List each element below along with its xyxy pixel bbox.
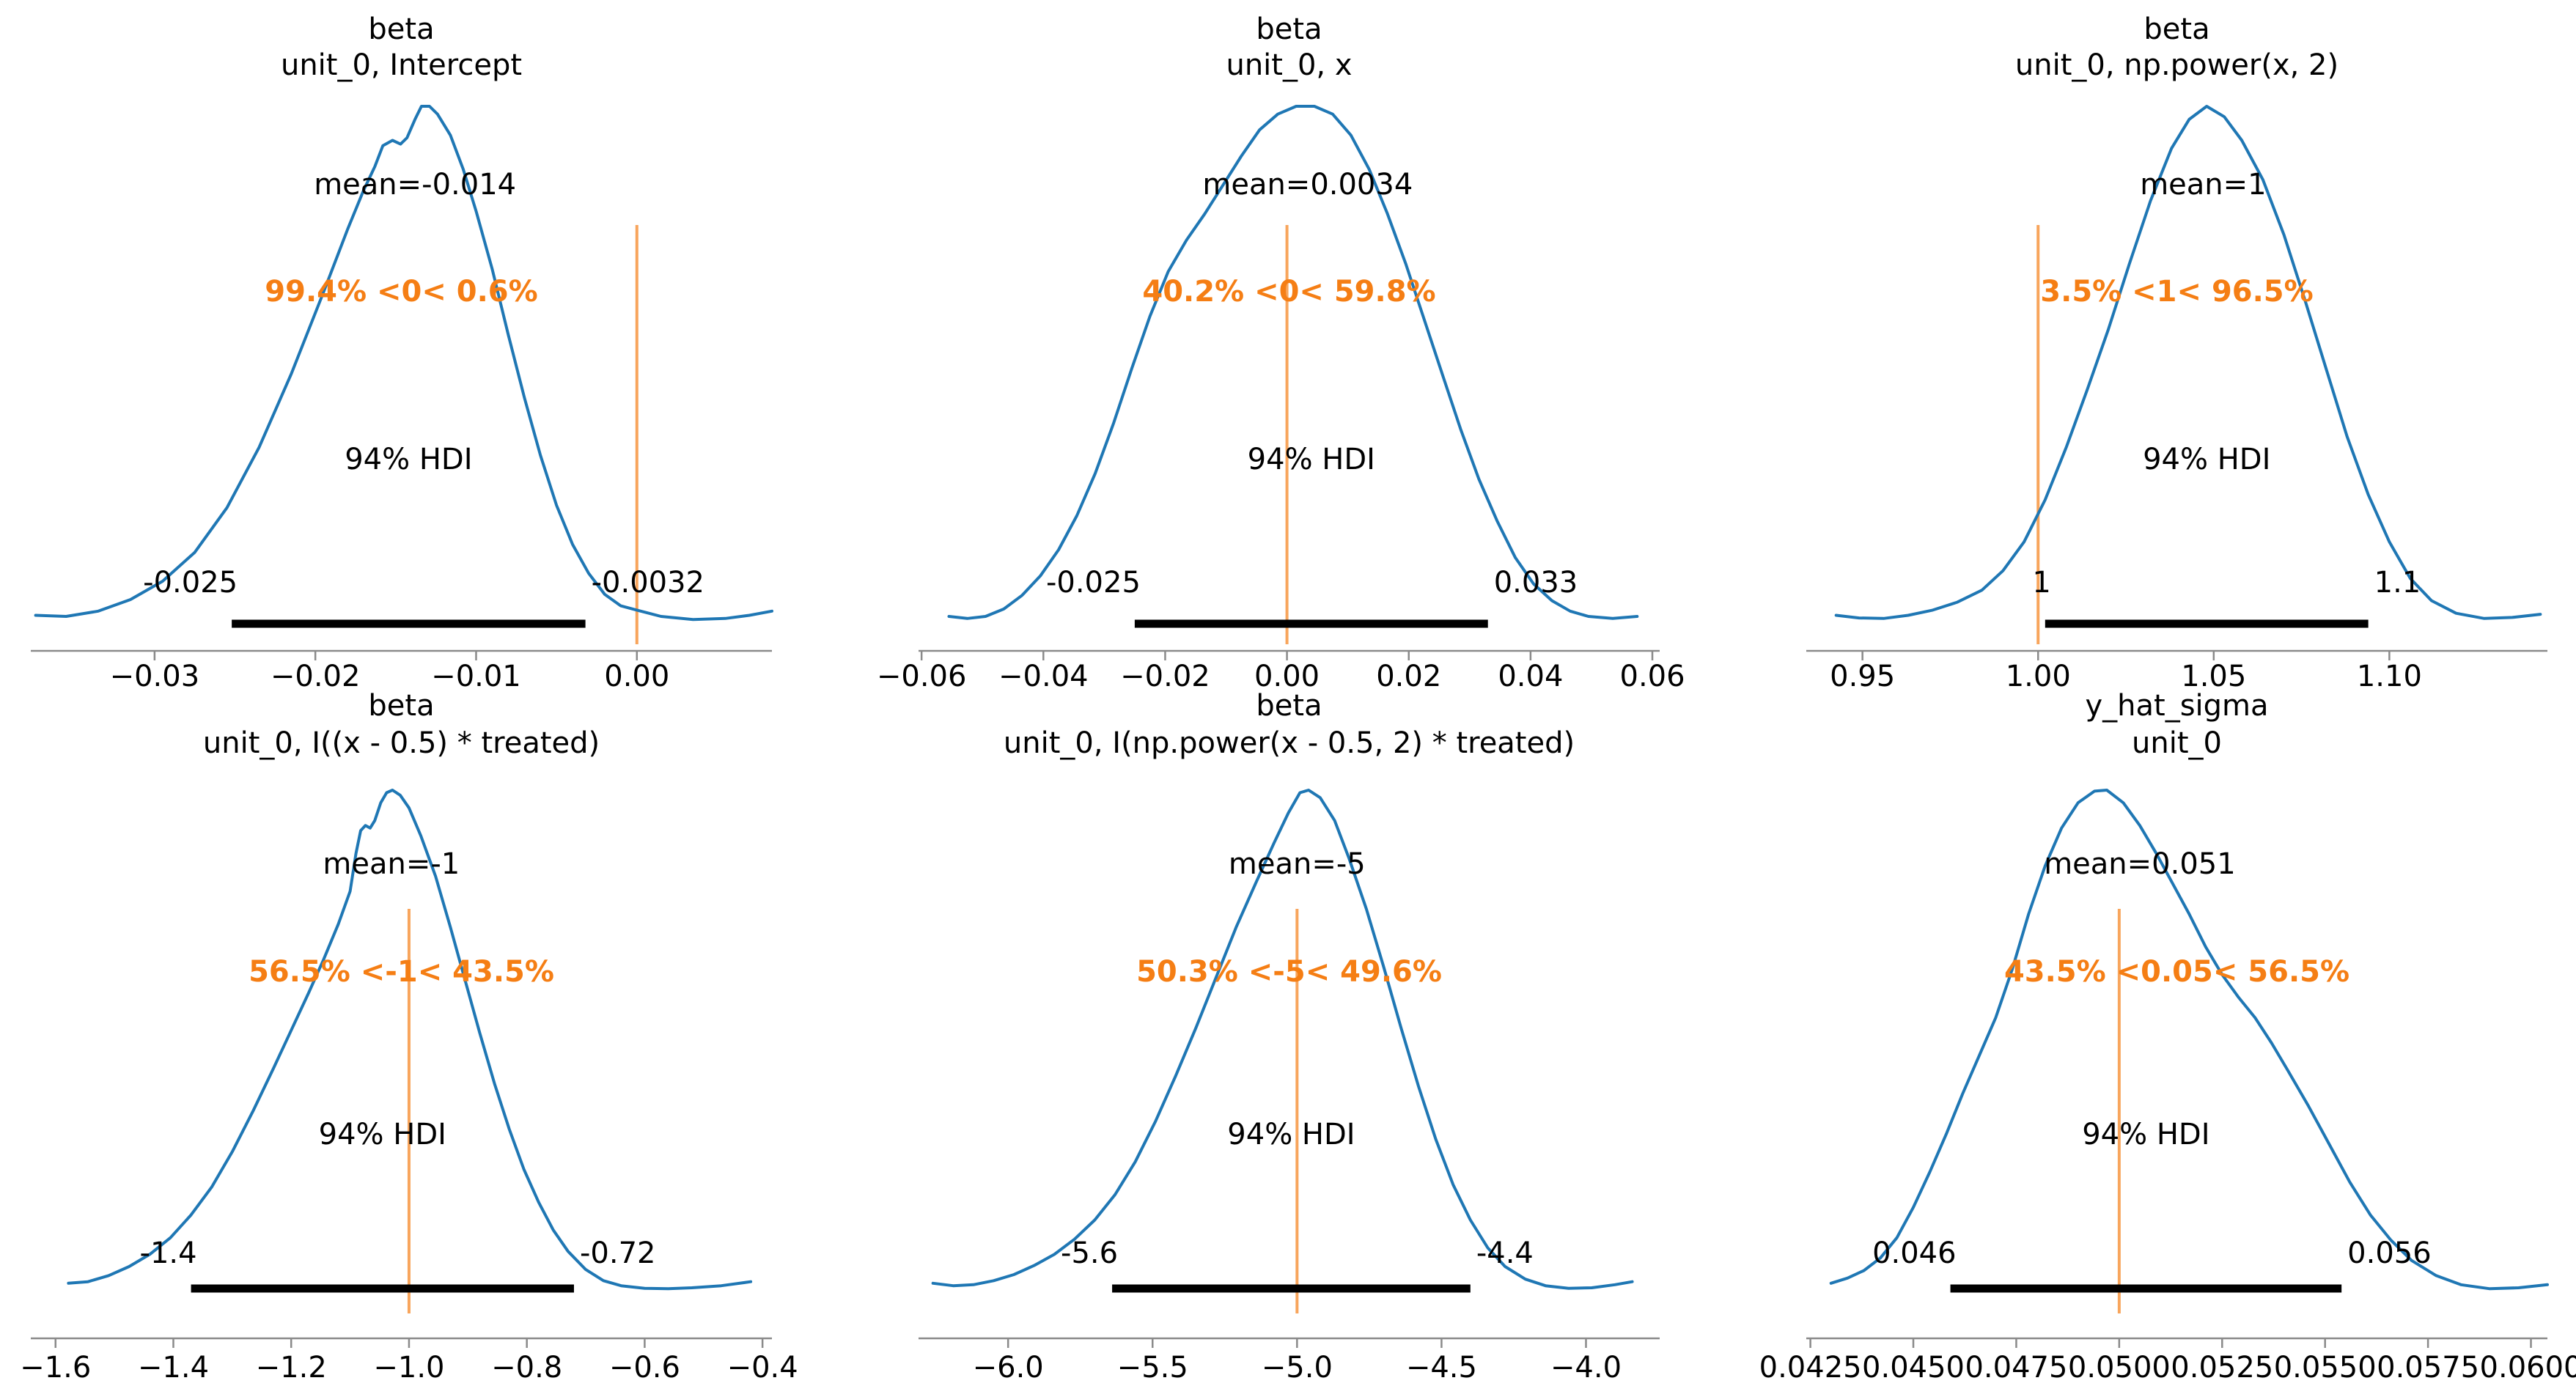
hdi-upper-value: -0.0032 (591, 566, 704, 600)
ref-value-probability-label: 43.5% <0.05< 56.5% (2003, 955, 2350, 989)
hdi-lower-value: -5.6 (1061, 1236, 1119, 1270)
x-tick-label: 0.0425 (1759, 1351, 1862, 1385)
subplot-2 (1806, 105, 2547, 660)
x-tick-label: 1.10 (2356, 660, 2422, 693)
ref-value-probability-label: 3.5% <1< 96.5% (2040, 275, 2314, 309)
ref-value-probability-label: 50.3% <-5< 49.6% (1136, 955, 1442, 989)
kde-curve (931, 789, 1634, 1290)
hdi-lower-value: -1.4 (139, 1236, 197, 1270)
panel-title-line1: beta (368, 12, 435, 46)
x-tick-label: −0.01 (431, 660, 521, 693)
x-tick-label: −0.03 (109, 660, 200, 693)
kde-curve (1834, 105, 2542, 620)
panel-title-line2: unit_0, Intercept (280, 48, 523, 82)
x-tick-label: −1.0 (373, 1351, 445, 1385)
x-tick-label: −0.6 (608, 1351, 680, 1385)
panel-title-line2: unit_0, x (1226, 48, 1353, 82)
x-tick-label: 0.95 (1830, 660, 1896, 693)
x-tick-label: 0.0500 (2067, 1351, 2171, 1385)
hdi-upper-value: 1.1 (2374, 566, 2421, 600)
ref-value-probability-label: 56.5% <-1< 43.5% (249, 955, 554, 989)
x-tick-label: 0.0525 (2171, 1351, 2274, 1385)
hdi-upper-value: 0.033 (1493, 566, 1578, 600)
x-tick-label: −5.5 (1116, 1351, 1188, 1385)
x-tick-label: 0.00 (1254, 660, 1320, 693)
hdi-lower-value: 1 (2032, 566, 2051, 600)
hdi-upper-value: 0.056 (2347, 1236, 2432, 1270)
subplot-3 (31, 789, 772, 1348)
subplot-1 (919, 105, 1660, 660)
panel-title-line2: unit_0 (2132, 726, 2222, 760)
x-tick-label: 0.0550 (2273, 1351, 2377, 1385)
x-tick-label: −0.8 (491, 1351, 563, 1385)
x-tick-label: 0.04 (1498, 660, 1564, 693)
mean-label: mean=-1 (323, 847, 460, 881)
mean-label: mean=1 (2140, 168, 2267, 202)
mean-label: mean=-0.014 (314, 168, 517, 202)
x-tick-label: −1.6 (20, 1351, 92, 1385)
x-tick-label: 0.0450 (1862, 1351, 1965, 1385)
x-tick-label: 1.05 (2181, 660, 2247, 693)
x-tick-label: 0.02 (1376, 660, 1442, 693)
hdi-lower-value: -0.025 (1045, 566, 1141, 600)
mean-label: mean=-5 (1228, 847, 1366, 881)
mean-label: mean=0.0034 (1202, 168, 1413, 202)
panel-title-line2: unit_0, I(np.power(x - 0.5, 2) * treated… (1003, 726, 1575, 760)
subplot-5 (1806, 789, 2549, 1348)
hdi-upper-value: -0.72 (579, 1236, 656, 1270)
x-tick-label: −0.02 (270, 660, 361, 693)
x-tick-label: −0.04 (998, 660, 1089, 693)
hdi-label: 94% HDI (2143, 443, 2271, 476)
hdi-label: 94% HDI (1227, 1118, 1355, 1151)
hdi-lower-value: -0.025 (143, 566, 238, 600)
panel-title-line1: y_hat_sigma (2085, 689, 2269, 723)
panel-title-line2: unit_0, I((x - 0.5) * treated) (202, 726, 600, 760)
x-tick-label: 0.06 (1619, 660, 1685, 693)
kde-curve (34, 105, 773, 622)
hdi-lower-value: 0.046 (1872, 1236, 1957, 1270)
subplot-4 (919, 789, 1660, 1348)
mean-label: mean=0.051 (2044, 847, 2236, 881)
x-tick-label: −4.0 (1550, 1351, 1622, 1385)
panel-title-line1: beta (368, 689, 435, 723)
hdi-upper-value: -4.4 (1476, 1236, 1534, 1270)
panel-title-line2: unit_0, np.power(x, 2) (2014, 48, 2339, 82)
kde-curve (67, 789, 753, 1291)
x-tick-label: −5.0 (1261, 1351, 1333, 1385)
x-tick-label: 0.0575 (2377, 1351, 2480, 1385)
x-tick-label: −0.4 (726, 1351, 798, 1385)
x-tick-label: −0.02 (1120, 660, 1210, 693)
hdi-label: 94% HDI (318, 1118, 446, 1151)
kde-curve (947, 105, 1639, 620)
x-tick-label: −6.0 (972, 1351, 1044, 1385)
x-tick-label: −0.06 (876, 660, 967, 693)
hdi-label: 94% HDI (2082, 1118, 2210, 1151)
panel-title-line1: beta (1256, 689, 1322, 723)
hdi-label: 94% HDI (1247, 443, 1375, 476)
hdi-label: 94% HDI (345, 443, 473, 476)
x-tick-label: −1.2 (255, 1351, 327, 1385)
ref-value-probability-label: 99.4% <0< 0.6% (265, 275, 538, 309)
subplot-0 (31, 105, 773, 660)
x-tick-label: 0.0475 (1965, 1351, 2068, 1385)
x-tick-label: −4.5 (1405, 1351, 1477, 1385)
kde-curve (1829, 789, 2549, 1291)
panel-title-line1: beta (1256, 12, 1322, 46)
panel-title-line1: beta (2143, 12, 2210, 46)
x-tick-label: 1.00 (2005, 660, 2071, 693)
ref-value-probability-label: 40.2% <0< 59.8% (1142, 275, 1436, 309)
x-tick-label: −1.4 (137, 1351, 210, 1385)
x-tick-label: 0.0600 (2479, 1351, 2576, 1385)
x-tick-label: 0.00 (604, 660, 670, 693)
